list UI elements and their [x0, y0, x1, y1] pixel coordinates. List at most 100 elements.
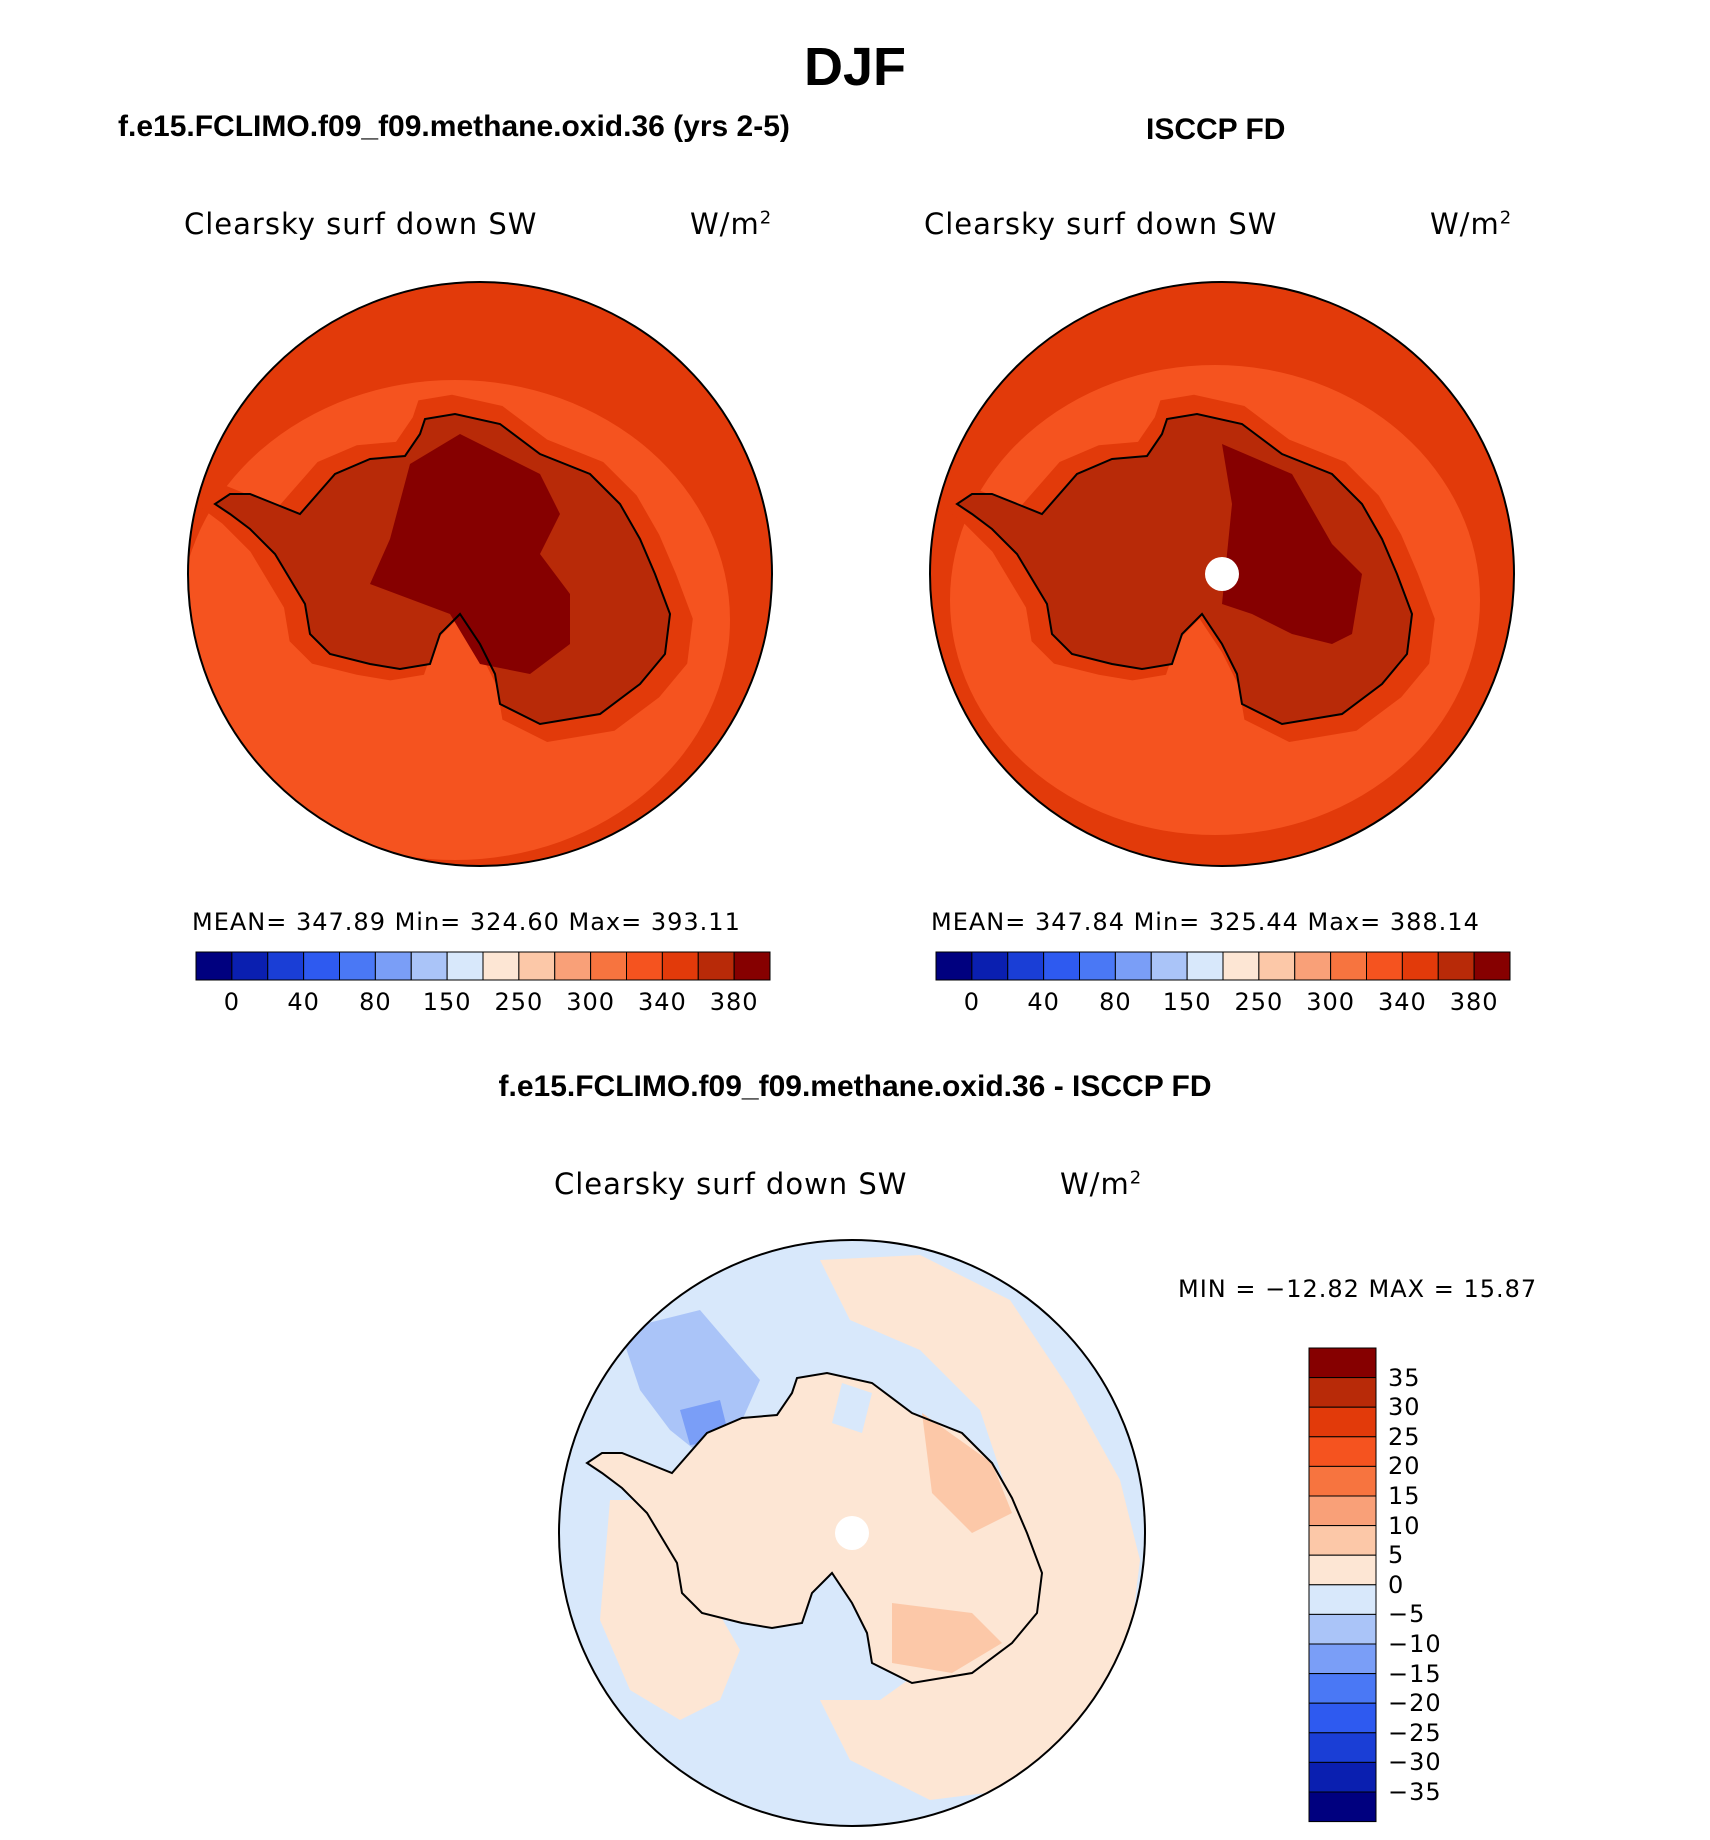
model-map — [188, 282, 772, 866]
obs-colorbar-cell — [1330, 951, 1367, 981]
diff-colorbar-cell — [1308, 1436, 1377, 1467]
diff-colorbar-cell — [1308, 1584, 1377, 1615]
diff-units-base: W/m — [1060, 1167, 1130, 1201]
diff-units: W/m2 — [1060, 1167, 1142, 1201]
model-colorbar-tick-label: 250 — [494, 988, 544, 1016]
diff-colorbar-cell — [1308, 1347, 1377, 1379]
diff-colorbar-cell — [1308, 1761, 1377, 1793]
obs-colorbar-cell — [1043, 951, 1080, 981]
diff-colorbar-tick-label: 5 — [1388, 1541, 1405, 1570]
model-colorbar-cell — [697, 951, 735, 981]
diff-colorbar-cell — [1308, 1406, 1377, 1438]
obs-colorbar-tick-label: 40 — [1027, 988, 1060, 1016]
model-colorbar-tick-label: 300 — [566, 988, 616, 1016]
diff-colorbar-cell — [1308, 1525, 1377, 1556]
diff-colorbar-tick-label: −5 — [1388, 1600, 1426, 1629]
diff-colorbar-cell — [1308, 1732, 1377, 1763]
model-colorbar-tick-label: 80 — [359, 988, 392, 1016]
obs-field-label: Clearsky surf down SW — [924, 207, 1278, 241]
obs-colorbar-cell — [1114, 951, 1152, 981]
obs-colorbar-cell — [1222, 951, 1260, 981]
model-units: W/m2 — [690, 207, 772, 241]
model-units-exp: 2 — [759, 207, 773, 229]
obs-colorbar-cell — [1437, 951, 1475, 981]
model-colorbar-tick-label: 380 — [709, 988, 759, 1016]
model-colorbar-cell — [267, 951, 305, 981]
obs-colorbar-cell — [1007, 951, 1045, 981]
diff-colorbar-cell — [1308, 1554, 1377, 1586]
obs-colorbar-cell — [1150, 951, 1188, 981]
diff-map-border — [558, 1239, 1146, 1827]
diff-colorbar-tick-label: −10 — [1388, 1630, 1442, 1658]
diff-colorbar — [1308, 1347, 1377, 1823]
model-colorbar-cell — [231, 951, 269, 981]
diff-colorbar-tick-label: 15 — [1388, 1482, 1421, 1510]
obs-colorbar-cell — [1294, 951, 1332, 981]
obs-colorbar-tick-label: 250 — [1234, 988, 1284, 1016]
diff-panel-title: f.e15.FCLIMO.f09_f09.methane.oxid.36 - I… — [498, 1070, 1212, 1103]
diff-colorbar-cell — [1308, 1643, 1377, 1675]
model-colorbar-cell — [339, 951, 376, 981]
model-stats: MEAN= 347.89 Min= 324.60 Max= 393.11 — [192, 908, 741, 936]
obs-panel-title: ISCCP FD — [1146, 113, 1286, 146]
obs-colorbar-cell — [935, 951, 973, 981]
model-colorbar-cell — [446, 951, 484, 981]
model-map-border — [187, 281, 773, 867]
diff-map — [559, 1240, 1145, 1826]
obs-colorbar-cell — [1079, 951, 1116, 981]
diff-colorbar-tick-label: 0 — [1388, 1570, 1405, 1599]
model-colorbar-cell — [195, 951, 233, 981]
obs-units-exp: 2 — [1499, 207, 1513, 229]
obs-colorbar — [935, 951, 1511, 981]
diff-colorbar-cell — [1308, 1673, 1377, 1704]
model-units-base: W/m — [690, 207, 760, 241]
diff-colorbar-tick-label: 20 — [1388, 1452, 1421, 1481]
diff-colorbar-tick-label: 10 — [1388, 1511, 1421, 1540]
obs-colorbar-tick-label: 380 — [1449, 988, 1499, 1016]
diff-colorbar-tick-label: −25 — [1388, 1718, 1442, 1747]
diff-field-label: Clearsky surf down SW — [554, 1167, 908, 1201]
model-colorbar-cell — [374, 951, 412, 981]
model-colorbar-cell — [661, 951, 699, 981]
obs-colorbar-cell — [1401, 951, 1439, 981]
diff-colorbar-tick-label: −20 — [1388, 1689, 1442, 1718]
diff-colorbar-cell — [1308, 1465, 1377, 1497]
model-colorbar-cell — [482, 951, 520, 981]
diff-colorbar-tick-label: 35 — [1388, 1363, 1421, 1392]
diff-colorbar-tick-label: 30 — [1388, 1393, 1421, 1422]
obs-units-base: W/m — [1430, 207, 1500, 241]
obs-colorbar-cell — [971, 951, 1009, 981]
diff-colorbar-tick-label: 25 — [1388, 1422, 1421, 1451]
obs-map — [930, 282, 1514, 866]
model-colorbar — [195, 951, 771, 981]
model-colorbar-cell — [590, 951, 627, 981]
diff-colorbar-tick-label: −15 — [1388, 1659, 1442, 1688]
obs-colorbar-cell — [1258, 951, 1296, 981]
diff-stats: MIN = −12.82 MAX = 15.87 — [1178, 1275, 1538, 1303]
season-title: DJF — [803, 37, 906, 97]
diff-colorbar-tick-label: −35 — [1388, 1778, 1442, 1806]
obs-units: W/m2 — [1430, 207, 1512, 241]
model-colorbar-cell — [626, 951, 663, 981]
obs-colorbar-tick-label: 80 — [1099, 988, 1132, 1016]
obs-map-border — [929, 281, 1515, 867]
diff-colorbar-cell — [1308, 1702, 1377, 1734]
model-colorbar-cell — [410, 951, 448, 981]
obs-colorbar-tick-label: 340 — [1377, 988, 1427, 1016]
model-colorbar-cell — [733, 951, 771, 981]
obs-colorbar-cell — [1186, 951, 1224, 981]
model-field-label: Clearsky surf down SW — [184, 207, 538, 241]
diff-colorbar-cell — [1308, 1613, 1377, 1645]
obs-colorbar-cell — [1473, 951, 1511, 981]
diff-colorbar-tick-label: −30 — [1388, 1748, 1442, 1777]
obs-colorbar-cell — [1366, 951, 1403, 981]
obs-stats: MEAN= 347.84 Min= 325.44 Max= 388.14 — [931, 908, 1480, 936]
model-colorbar-tick-label: 340 — [637, 988, 687, 1016]
model-colorbar-cell — [554, 951, 592, 981]
obs-colorbar-tick-label: 0 — [963, 988, 981, 1016]
model-colorbar-cell — [303, 951, 340, 981]
diff-colorbar-cell — [1308, 1377, 1377, 1408]
diff-units-exp: 2 — [1129, 1167, 1143, 1189]
obs-colorbar-tick-label: 300 — [1306, 988, 1356, 1016]
